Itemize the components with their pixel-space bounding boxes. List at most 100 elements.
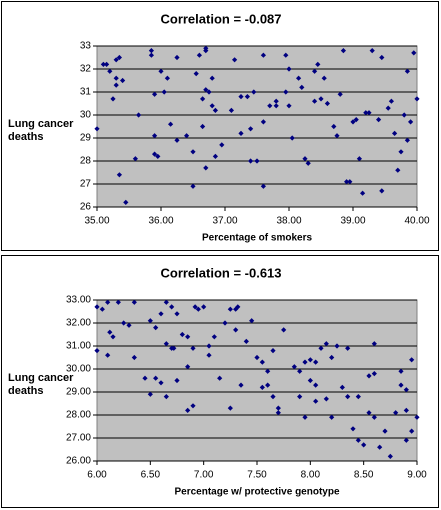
point bbox=[163, 394, 169, 400]
point bbox=[168, 121, 174, 127]
point bbox=[286, 66, 292, 72]
point bbox=[353, 117, 359, 123]
point bbox=[211, 334, 217, 340]
point bbox=[171, 345, 177, 351]
x-tick-label: 7.50 bbox=[247, 470, 267, 481]
point bbox=[155, 153, 161, 159]
point bbox=[227, 306, 233, 312]
x-tick-label: 6.00 bbox=[87, 470, 107, 481]
point bbox=[355, 437, 361, 443]
point bbox=[312, 98, 318, 104]
chart-title: Correlation = -0.087 bbox=[160, 11, 281, 26]
point bbox=[363, 110, 369, 116]
point bbox=[404, 68, 410, 74]
point bbox=[307, 377, 313, 384]
point bbox=[232, 57, 238, 63]
point bbox=[196, 52, 202, 58]
point bbox=[345, 394, 351, 400]
point bbox=[185, 364, 191, 370]
point bbox=[190, 403, 196, 409]
point bbox=[414, 414, 420, 420]
point bbox=[158, 68, 164, 74]
x-tick-label: 7.00 bbox=[194, 470, 214, 481]
point bbox=[313, 382, 319, 388]
point bbox=[164, 75, 170, 81]
point bbox=[296, 75, 302, 81]
point bbox=[393, 410, 399, 416]
point bbox=[340, 48, 346, 54]
point bbox=[131, 354, 137, 361]
point bbox=[339, 384, 345, 390]
point bbox=[305, 160, 311, 166]
point bbox=[184, 133, 190, 139]
point bbox=[275, 410, 281, 416]
point bbox=[238, 94, 244, 100]
point bbox=[313, 398, 319, 404]
point bbox=[104, 61, 110, 67]
point bbox=[281, 327, 287, 333]
x-tick-label: 8.50 bbox=[354, 470, 374, 481]
point bbox=[99, 306, 105, 312]
point bbox=[273, 103, 279, 109]
point bbox=[136, 112, 142, 118]
point bbox=[403, 387, 409, 393]
y-axis-title: Lung cancer deaths bbox=[8, 118, 74, 143]
point bbox=[203, 87, 209, 93]
y-tick-label: 27 bbox=[80, 179, 92, 190]
point bbox=[302, 156, 308, 162]
point bbox=[209, 103, 215, 109]
point bbox=[238, 382, 244, 388]
point bbox=[248, 158, 254, 164]
point bbox=[321, 75, 327, 81]
point bbox=[110, 96, 116, 102]
point bbox=[323, 341, 329, 347]
plot-area bbox=[96, 299, 418, 462]
point bbox=[355, 394, 361, 400]
point bbox=[273, 98, 279, 104]
point bbox=[347, 179, 353, 185]
point bbox=[248, 126, 254, 132]
point bbox=[131, 299, 137, 305]
point bbox=[366, 410, 372, 416]
point bbox=[356, 156, 362, 162]
y-tick-label: 31 bbox=[80, 87, 92, 98]
point bbox=[174, 311, 180, 317]
point bbox=[260, 183, 266, 189]
point bbox=[206, 89, 212, 95]
point bbox=[174, 137, 180, 143]
point bbox=[206, 343, 212, 349]
point bbox=[105, 352, 111, 358]
point bbox=[113, 75, 119, 81]
y-tick-label: 26.00 bbox=[66, 456, 91, 467]
point bbox=[403, 437, 409, 443]
point bbox=[179, 331, 185, 338]
point bbox=[233, 306, 239, 312]
point bbox=[344, 179, 350, 185]
x-tick-label: 8.00 bbox=[301, 470, 321, 481]
y-tick-label: 29 bbox=[80, 133, 92, 144]
point bbox=[254, 158, 260, 164]
point bbox=[392, 130, 398, 136]
point bbox=[267, 103, 273, 109]
point bbox=[387, 453, 393, 459]
point bbox=[147, 391, 153, 397]
point bbox=[324, 100, 330, 107]
point bbox=[409, 357, 415, 363]
point bbox=[203, 45, 209, 51]
point bbox=[371, 371, 377, 377]
point bbox=[107, 68, 113, 74]
point bbox=[388, 98, 394, 104]
point bbox=[195, 306, 201, 312]
chart-title: Correlation = -0.613 bbox=[160, 265, 281, 280]
y-axis-title: Lung cancer deaths bbox=[8, 372, 74, 397]
point bbox=[329, 354, 335, 361]
point bbox=[132, 156, 138, 162]
point bbox=[107, 329, 113, 335]
point bbox=[379, 188, 385, 194]
x-tick-label: 35.00 bbox=[84, 216, 109, 227]
point bbox=[323, 396, 329, 402]
point bbox=[302, 359, 308, 365]
point bbox=[148, 52, 154, 58]
y-tick-label: 33 bbox=[80, 41, 92, 52]
